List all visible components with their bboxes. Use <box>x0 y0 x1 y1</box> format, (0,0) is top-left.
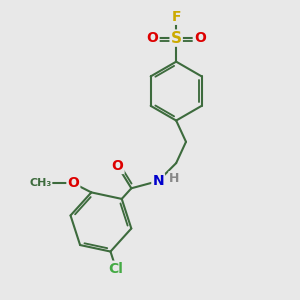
Text: F: F <box>171 10 181 24</box>
Text: O: O <box>112 159 124 173</box>
Text: O: O <box>147 31 159 45</box>
Text: CH₃: CH₃ <box>29 178 51 188</box>
Text: O: O <box>68 176 79 190</box>
Text: Cl: Cl <box>109 262 124 276</box>
Text: N: N <box>152 174 164 188</box>
Text: S: S <box>171 31 182 46</box>
Text: O: O <box>194 31 206 45</box>
Text: H: H <box>169 172 180 185</box>
